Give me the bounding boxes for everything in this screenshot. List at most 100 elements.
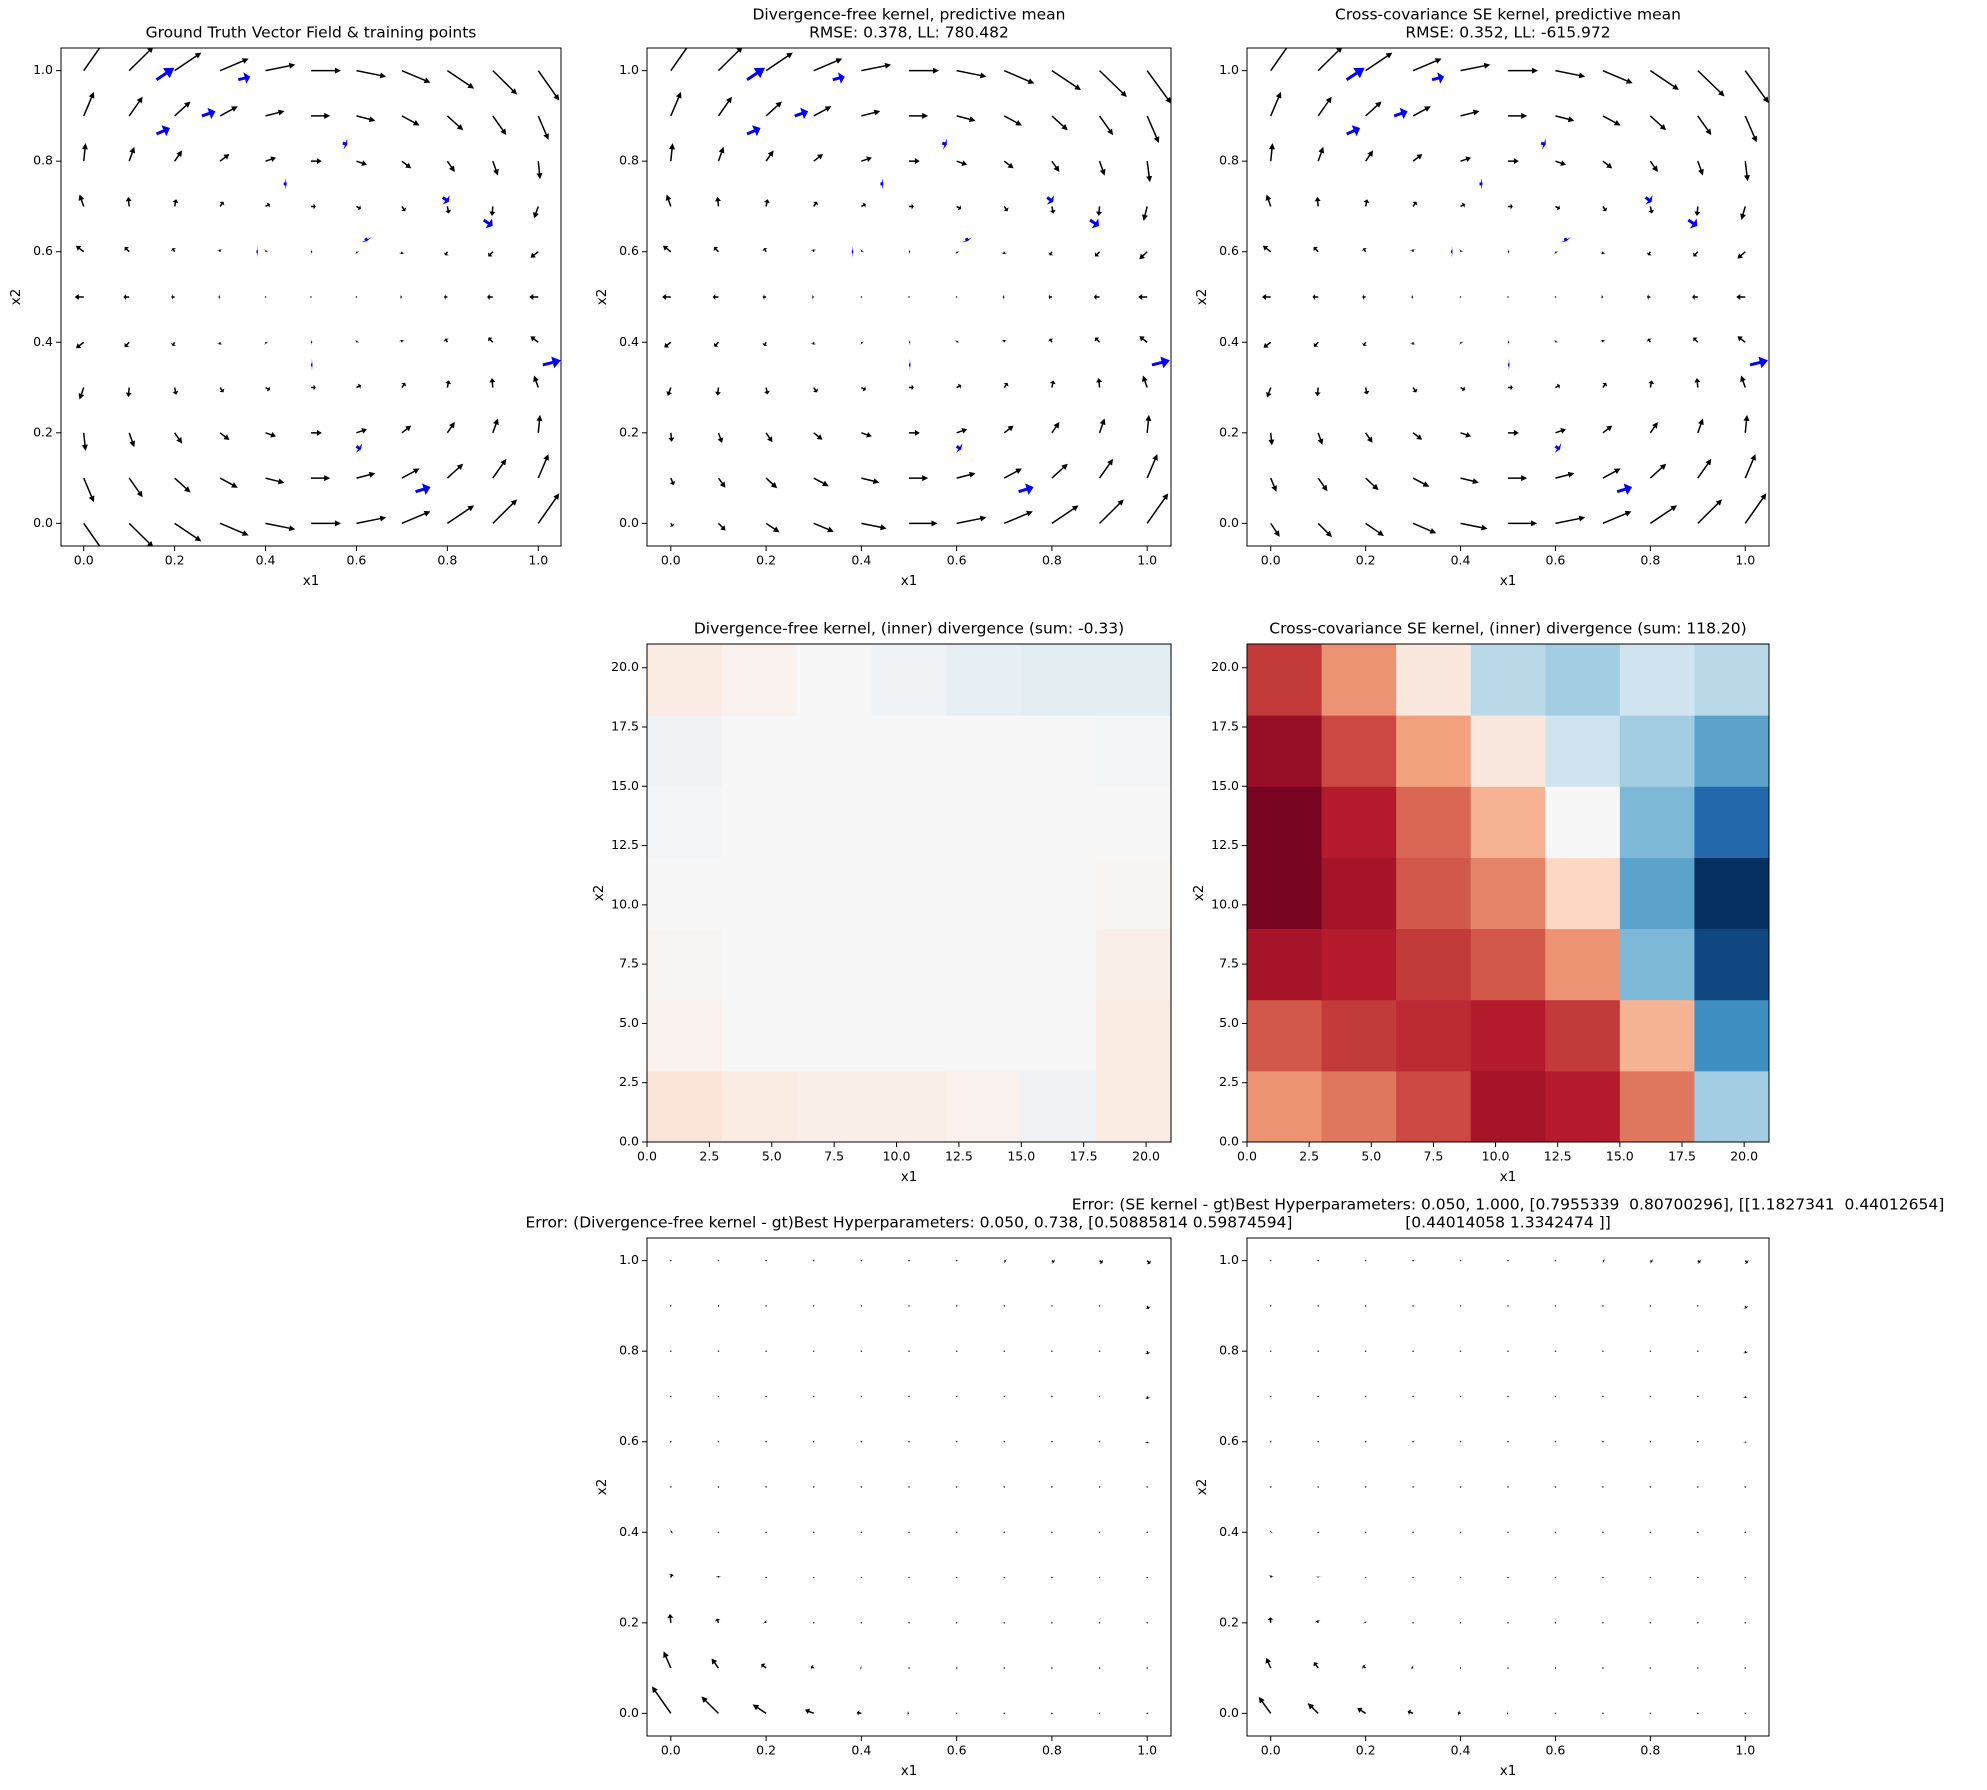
vector-arrow [1412,153,1423,162]
vector-arrow [1508,67,1538,74]
vector-arrow [1649,1622,1652,1624]
heat-cell [1694,999,1769,1072]
vector-arrow [1365,522,1384,536]
vector-arrow [1697,1395,1699,1398]
vector-arrow [1051,160,1060,172]
vector-arrow [1096,206,1103,217]
vector-arrow [909,248,911,255]
vector-arrow [908,1441,910,1443]
vector-arrow [446,70,475,89]
vector-arrow [1507,1531,1509,1533]
vector-arrow [860,1576,863,1579]
heat-cell [1247,644,1323,716]
vector-arrow [956,160,968,166]
vector-arrow [714,1618,721,1624]
x-tick-label: 7.5 [824,1149,844,1164]
vector-arrow [860,1350,863,1352]
vector-arrow [955,1305,958,1307]
x-tick-label: 10.0 [883,1149,911,1164]
vector-arrow [529,294,539,300]
vector-arrow [1270,1305,1272,1307]
vector-arrow [812,294,814,300]
vector-arrow [356,383,361,389]
vector-arrow [861,156,872,163]
x-tick-label: 10.0 [1482,1149,1510,1164]
vector-arrow [1048,338,1054,343]
y-tick-label: 0.6 [1219,1433,1239,1448]
vector-arrow [670,1395,672,1398]
vector-arrow [1460,477,1479,485]
vector-arrow [83,522,101,546]
vector-arrow [1051,505,1079,524]
vector-arrow [1270,91,1282,117]
vector-arrow [1508,339,1510,346]
heat-cell [647,644,723,716]
chart-title: Divergence-free kernel, predictive mean [752,6,1065,24]
vector-arrow [219,522,249,536]
vector-arrow [1697,115,1712,136]
heat-cell [1021,928,1097,1001]
vector-arrow [1508,158,1519,165]
training-arrow [355,443,363,454]
x-tick-label: 0.0 [637,1149,657,1164]
vector-arrow [1693,251,1699,257]
vector-arrow [860,1441,863,1443]
vector-arrow [1602,1441,1604,1443]
heat-cell [1396,786,1472,858]
vector-arrow [1507,1667,1509,1669]
vector-arrow [1364,1531,1367,1533]
vector-arrow [1270,522,1280,537]
heat-cell [1619,999,1695,1072]
y-axis-label: x2 [1194,1479,1210,1496]
x-tick-label: 1.0 [1137,1743,1157,1758]
vector-arrow [1744,1531,1746,1533]
vector-arrow [1317,1395,1319,1398]
vector-arrow [813,106,832,117]
vector-arrow [265,62,296,72]
vector-arrow [1146,1712,1148,1715]
heat-cell [946,644,1022,716]
vector-arrow [219,153,230,162]
y-tick-label: 0.0 [619,1705,639,1720]
vector-arrow [908,1667,910,1669]
vector-arrow [955,1531,958,1533]
vector-arrow [1507,296,1509,298]
vector-arrow [1003,468,1022,479]
y-tick-label: 0.0 [33,515,53,530]
vector-arrow [765,1441,767,1443]
vector-arrow [813,432,823,440]
vector-arrow [1694,377,1701,388]
vector-arrow [1412,1305,1414,1307]
training-arrow [1151,356,1170,369]
vector-arrow [1098,1667,1101,1669]
y-tick-label: 17.5 [611,719,639,734]
vector-arrow [124,341,130,348]
vector-arrow [669,522,675,527]
y-tick-label: 0.2 [1219,424,1239,439]
heat-cell [1694,786,1769,858]
vector-arrow [218,294,221,300]
chart-title: Cross-covariance SE kernel, (inner) dive… [1269,620,1746,638]
vector-arrow [216,249,223,252]
vector-arrow [1412,1622,1414,1624]
vector-arrow [667,1613,674,1623]
vector-arrow [311,384,316,391]
heat-cell [1470,644,1546,716]
vector-arrow [1003,206,1009,212]
vector-arrow [446,422,455,434]
vector-arrow [401,510,431,525]
vector-arrow [537,493,560,524]
vector-arrow [1364,1441,1367,1443]
vector-arrow [75,245,85,253]
vector-arrow [1601,294,1603,300]
vector-arrow [908,1531,910,1533]
vector-arrow [1602,510,1632,525]
vector-arrow [1554,1576,1557,1579]
x-axis-label: x1 [901,1763,918,1779]
y-tick-label: 0.4 [1219,334,1239,349]
heat-cell [1619,715,1695,787]
vector-arrow [1365,52,1393,72]
heat-cell [1694,644,1769,716]
vector-arrow [1411,294,1414,300]
vector-arrow [1697,418,1704,434]
